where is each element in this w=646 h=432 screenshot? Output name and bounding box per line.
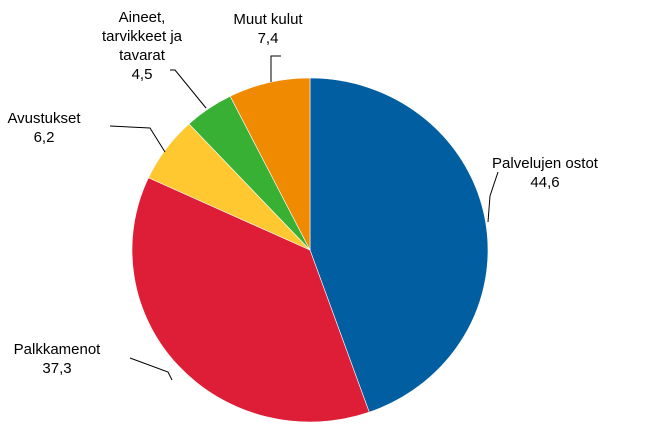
slice-labels: Palvelujen ostot 44,6 Palkkamenot 37,3 Avust…: [7, 9, 598, 377]
slice-palkkamenot: [131, 177, 370, 423]
slice-value-label: 37,3: [42, 360, 71, 377]
slice-muut-kulut: [229, 77, 311, 251]
slice-label-text: Palkkamenot: [14, 341, 102, 358]
slice-value-label: 4,5: [132, 66, 153, 83]
slice-label-palvelujen-ostot: Palvelujen ostot 44,6: [492, 155, 599, 191]
slice-label-text: Muut kulut: [233, 11, 303, 28]
slice-label-aineet-tarvikkeet-ja-tavarat: Aineet, tarvikkeet ja tavarat 4,5: [102, 9, 183, 83]
slice-label-text: Palvelujen ostot: [492, 155, 599, 172]
leader-line-aineet-tarvikkeet-ja-tavarat: [170, 69, 207, 109]
leader-line-avustukset: [109, 125, 166, 153]
leader-line-palkkamenot: [129, 357, 173, 381]
slice-label-text: Aineet,: [119, 9, 166, 26]
slice-palvelujen-ostot: [309, 77, 489, 413]
slice-value-label: 44,6: [530, 174, 559, 191]
slice-value-label: 7,4: [258, 30, 279, 47]
slice-label-text: Avustukset: [7, 110, 81, 127]
slice-label-text: tarvikkeet ja: [102, 28, 183, 45]
slice-value-label: 6,2: [34, 129, 55, 146]
slice-label-muut-kulut: Muut kulut 7,4: [233, 11, 303, 47]
leader-lines: [109, 55, 499, 381]
slice-label-text: tavarat: [119, 47, 166, 64]
leader-line-palvelujen-ostot: [487, 171, 499, 223]
slice-label-avustukset: Avustukset 6,2: [7, 110, 81, 146]
slice-label-palkkamenot: Palkkamenot 37,3: [14, 341, 102, 377]
pie-slices: [131, 77, 489, 423]
leader-line-muut-kulut: [270, 55, 281, 82]
